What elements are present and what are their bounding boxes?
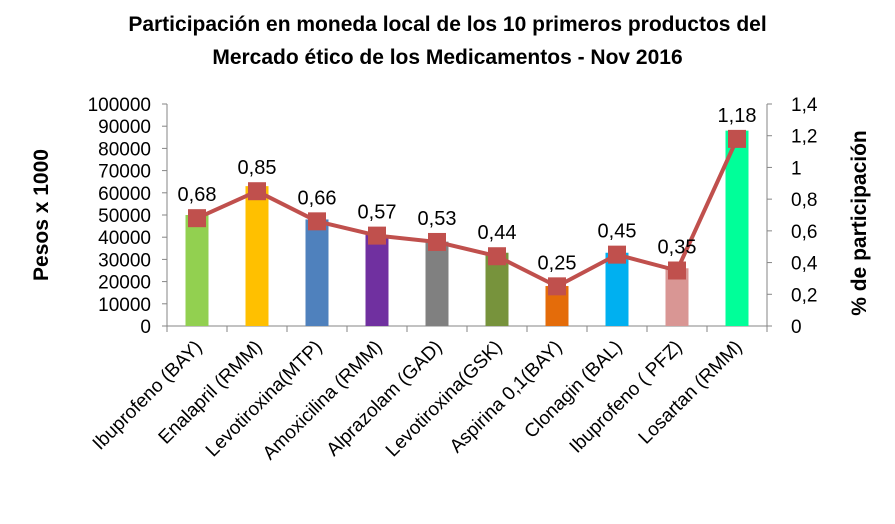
y2-axis-title: % de participación bbox=[848, 130, 871, 316]
y-tick-label: 70000 bbox=[98, 162, 151, 183]
x-category-label: Enalapril (RMM) bbox=[155, 337, 267, 449]
bar bbox=[485, 252, 509, 326]
chart-title-line-2: Mercado ético de los Medicamentos - Nov … bbox=[212, 46, 683, 69]
bar bbox=[605, 252, 629, 326]
y2-tick-label: 1,2 bbox=[791, 127, 817, 148]
y-tick-label: 90000 bbox=[98, 117, 151, 138]
bar bbox=[305, 219, 329, 326]
line-series bbox=[188, 129, 746, 296]
x-category-label: Alprazolam (GAD) bbox=[323, 337, 447, 461]
data-label: 0,44 bbox=[478, 222, 517, 244]
bar bbox=[365, 234, 389, 326]
line-point bbox=[308, 212, 326, 231]
line-point bbox=[728, 129, 746, 148]
y2-tick-label: 1,4 bbox=[791, 95, 818, 116]
data-label: 0,45 bbox=[598, 221, 637, 243]
bar bbox=[545, 286, 569, 326]
y2-tick-label: 0,6 bbox=[791, 222, 817, 243]
line-point bbox=[428, 232, 446, 251]
bar bbox=[245, 186, 269, 326]
bar bbox=[425, 241, 449, 326]
y-tick-label: 40000 bbox=[98, 228, 151, 249]
y-tick-label: 20000 bbox=[98, 273, 151, 294]
x-category-label: Levotiroxina(MTP) bbox=[202, 337, 327, 462]
line-point bbox=[488, 247, 506, 266]
data-label: 0,53 bbox=[418, 208, 457, 230]
y-tick-label: 10000 bbox=[98, 295, 151, 316]
bar bbox=[665, 268, 689, 326]
chart-title: Participación en moneda local de los 10 … bbox=[0, 8, 895, 74]
y2-tick-label: 0 bbox=[791, 317, 802, 338]
data-label: 1,18 bbox=[718, 105, 757, 127]
y2-tick-label: 1 bbox=[791, 158, 802, 179]
x-category-label: Ibuprofeno (BAY) bbox=[89, 337, 207, 455]
line-point bbox=[368, 226, 386, 245]
line-point bbox=[188, 209, 206, 228]
x-category-label: Ibuprofeno ( PFZ) bbox=[566, 337, 687, 458]
x-category-label: Levotiroxina(GSK) bbox=[382, 337, 507, 462]
data-label: 0,25 bbox=[538, 252, 577, 274]
data-label: 0,85 bbox=[238, 157, 277, 179]
bars bbox=[185, 130, 749, 326]
x-category-label: Aspirina 0,1(BAY) bbox=[446, 337, 567, 458]
line-point bbox=[248, 182, 266, 201]
y2-tick-label: 0,8 bbox=[791, 190, 817, 211]
bar bbox=[725, 130, 749, 326]
y2-tick-label: 0,2 bbox=[791, 285, 817, 306]
y-tick-label: 100000 bbox=[88, 95, 151, 116]
data-label: 0,35 bbox=[658, 237, 697, 259]
axes: 0100002000030000400005000060000700008000… bbox=[88, 95, 818, 338]
y-tick-label: 60000 bbox=[98, 184, 151, 205]
data-label: 0,57 bbox=[358, 202, 397, 224]
y-tick-label: 80000 bbox=[98, 139, 151, 160]
bar bbox=[185, 215, 209, 326]
y-tick-label: 50000 bbox=[98, 206, 151, 227]
y-tick-label: 30000 bbox=[98, 250, 151, 271]
x-category-label: Losartan (RMM) bbox=[635, 337, 747, 449]
y-axis-title: Pesos x 1000 bbox=[30, 149, 53, 281]
y2-tick-label: 0,4 bbox=[791, 254, 818, 275]
chart-title-line-1: Participación en moneda local de los 10 … bbox=[128, 13, 767, 36]
y-tick-label: 0 bbox=[140, 317, 151, 338]
line-point bbox=[608, 245, 626, 264]
line-point bbox=[668, 261, 686, 280]
participation-line bbox=[196, 138, 739, 289]
data-label: 0,68 bbox=[178, 184, 217, 206]
line-point bbox=[548, 277, 566, 296]
data-label: 0,66 bbox=[298, 187, 337, 209]
